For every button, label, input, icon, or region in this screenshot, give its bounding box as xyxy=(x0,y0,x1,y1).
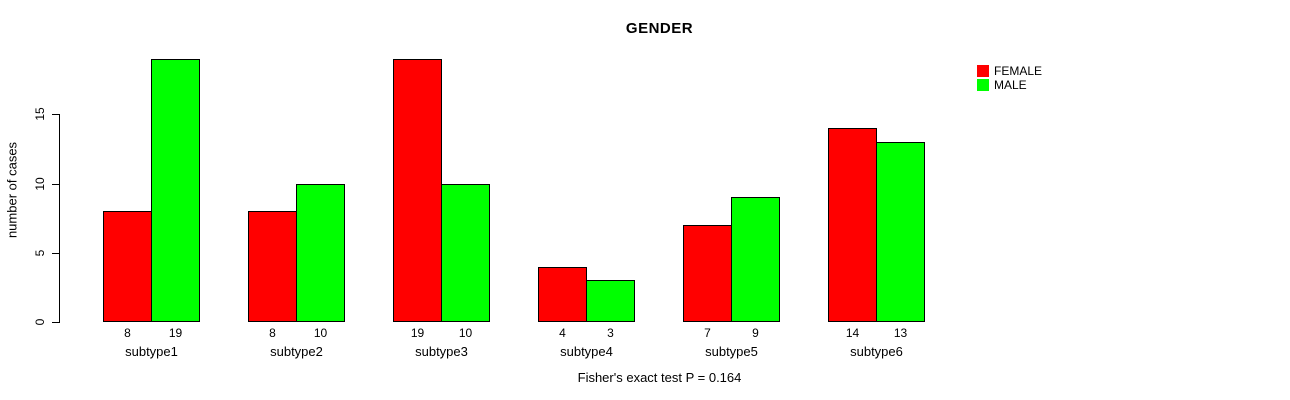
category-label: subtype6 xyxy=(850,344,903,359)
bar-value-label: 8 xyxy=(269,326,276,340)
y-axis-label: number of cases xyxy=(4,141,20,239)
legend-swatch-male xyxy=(977,79,989,91)
category-label: subtype3 xyxy=(415,344,468,359)
bar-value-label: 4 xyxy=(559,326,566,340)
y-axis-tick-label: 0 xyxy=(33,318,47,326)
legend: FEMALE MALE xyxy=(977,64,1042,92)
bar-value-label: 7 xyxy=(704,326,711,340)
caption-fisher-test: Fisher's exact test P = 0.164 xyxy=(577,370,742,385)
bar-value-label: 9 xyxy=(752,326,759,340)
bar-male-subtype6 xyxy=(876,142,925,322)
category-label: subtype1 xyxy=(125,344,178,359)
bar-value-label: 14 xyxy=(845,326,860,340)
bar-value-label: 3 xyxy=(607,326,614,340)
bar-male-subtype2 xyxy=(296,183,345,322)
legend-item-female: FEMALE xyxy=(977,64,1042,78)
legend-label: MALE xyxy=(994,78,1027,92)
bar-female-subtype1 xyxy=(103,211,152,322)
bar-male-subtype5 xyxy=(731,197,780,322)
y-axis-tick xyxy=(52,114,59,116)
bar-male-subtype3 xyxy=(441,183,490,322)
legend-swatch-female xyxy=(977,65,989,77)
y-axis-tick-label: 15 xyxy=(33,107,47,121)
category-label: subtype5 xyxy=(705,344,758,359)
chart-title: GENDER xyxy=(625,20,694,37)
y-axis-tick xyxy=(52,252,59,254)
category-label: subtype2 xyxy=(270,344,323,359)
bar-female-subtype5 xyxy=(683,225,732,322)
y-axis-line xyxy=(59,114,60,323)
bar-female-subtype3 xyxy=(393,58,442,322)
y-axis-tick-label: 5 xyxy=(33,249,47,257)
bar-female-subtype6 xyxy=(828,128,877,322)
y-axis-tick-label: 10 xyxy=(33,176,47,191)
bar-value-label: 19 xyxy=(168,326,183,340)
legend-label: FEMALE xyxy=(994,64,1043,78)
y-axis-tick xyxy=(52,183,59,185)
legend-item-male: MALE xyxy=(977,78,1042,92)
bar-value-label: 10 xyxy=(313,326,328,340)
category-label: subtype4 xyxy=(560,344,613,359)
bar-value-label: 8 xyxy=(124,326,131,340)
bar-value-label: 19 xyxy=(410,326,425,340)
y-axis-tick xyxy=(52,322,59,323)
bar-value-label: 10 xyxy=(458,326,473,340)
bar-female-subtype2 xyxy=(248,211,297,322)
bar-female-subtype4 xyxy=(538,266,587,322)
bar-male-subtype4 xyxy=(586,280,635,322)
bar-male-subtype1 xyxy=(151,58,200,322)
bar-value-label: 13 xyxy=(893,326,908,340)
